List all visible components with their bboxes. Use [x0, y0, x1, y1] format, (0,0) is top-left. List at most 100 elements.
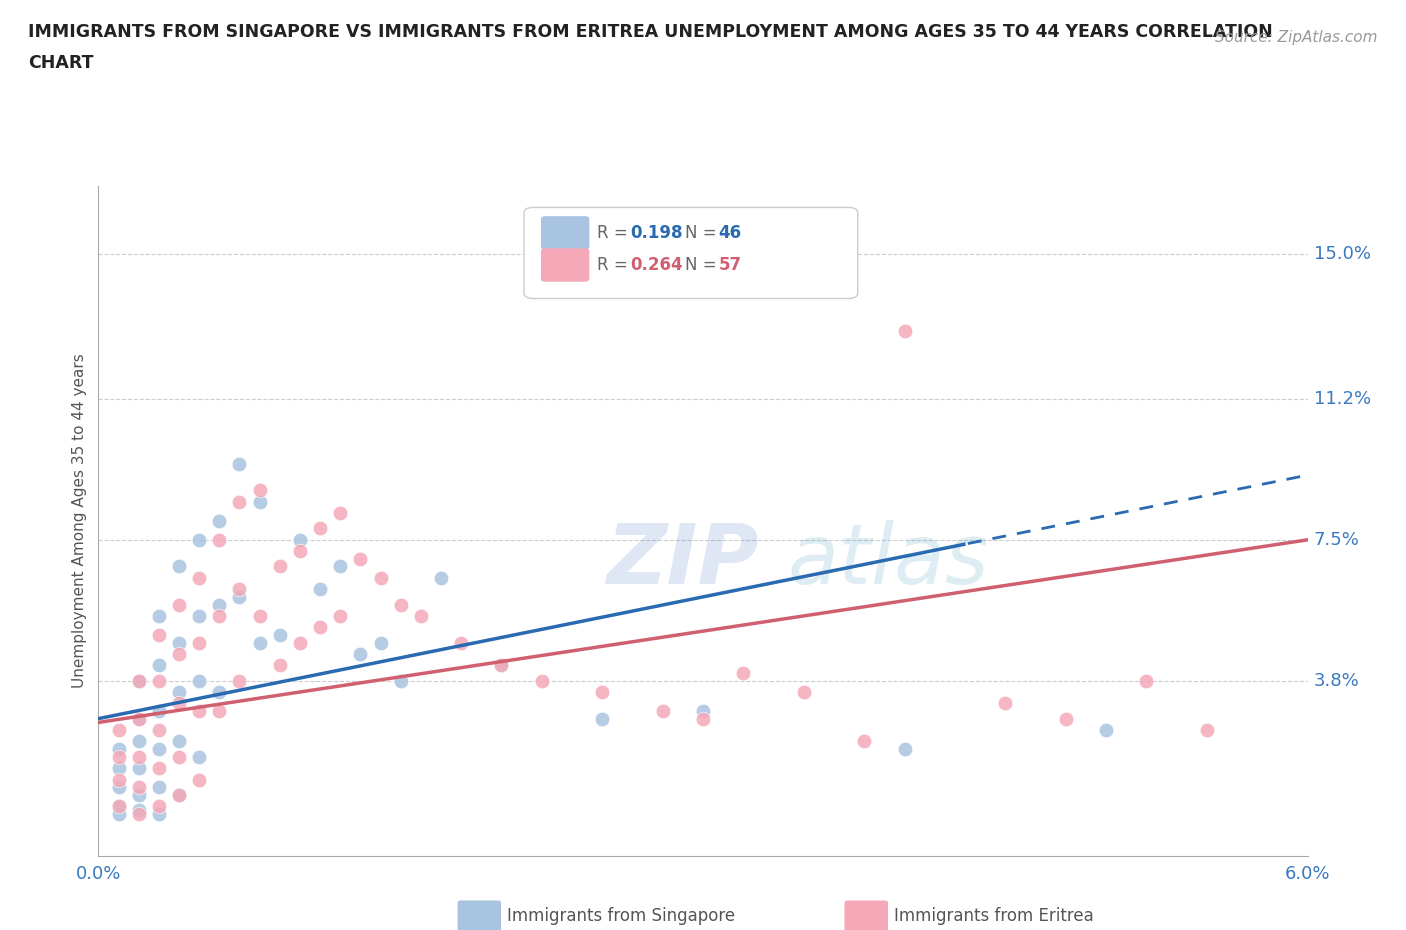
Point: [370, 570, 392, 585]
Point: [188, 570, 211, 585]
Point: [893, 741, 915, 756]
Point: [288, 544, 311, 559]
Point: [692, 711, 714, 726]
FancyBboxPatch shape: [524, 207, 858, 299]
Text: ZIP: ZIP: [606, 521, 759, 602]
Point: [491, 658, 513, 672]
Point: [329, 559, 352, 574]
Point: [148, 608, 170, 623]
Point: [249, 495, 271, 510]
Point: [430, 570, 453, 585]
Text: 7.5%: 7.5%: [1313, 531, 1360, 549]
Point: [128, 779, 150, 794]
Text: 57: 57: [718, 256, 742, 274]
Point: [188, 750, 211, 764]
Text: Source: ZipAtlas.com: Source: ZipAtlas.com: [1215, 30, 1378, 45]
FancyBboxPatch shape: [541, 216, 589, 249]
Point: [269, 658, 291, 672]
Point: [148, 704, 170, 719]
Point: [288, 635, 311, 650]
Point: [249, 608, 271, 623]
Point: [228, 495, 250, 510]
Point: [167, 684, 190, 699]
Point: [228, 457, 250, 472]
Point: [167, 696, 190, 711]
Point: [148, 741, 170, 756]
Point: [329, 506, 352, 521]
Point: [128, 806, 150, 821]
Y-axis label: Unemployment Among Ages 35 to 44 years: Unemployment Among Ages 35 to 44 years: [72, 353, 87, 688]
Text: N =: N =: [685, 224, 721, 242]
Point: [309, 582, 332, 597]
Point: [228, 582, 250, 597]
Point: [893, 323, 915, 338]
Point: [793, 684, 815, 699]
Point: [107, 741, 129, 756]
Point: [188, 673, 211, 688]
Point: [389, 673, 412, 688]
Point: [188, 608, 211, 623]
Point: [208, 608, 231, 623]
Point: [208, 704, 231, 719]
Point: [128, 711, 150, 726]
Point: [249, 635, 271, 650]
Text: Immigrants from Eritrea: Immigrants from Eritrea: [894, 907, 1094, 924]
Point: [733, 666, 755, 681]
Point: [107, 750, 129, 764]
Point: [389, 597, 412, 612]
FancyBboxPatch shape: [541, 248, 589, 282]
Text: 0.264: 0.264: [630, 256, 683, 274]
Text: Immigrants from Singapore: Immigrants from Singapore: [508, 907, 735, 924]
Point: [167, 559, 190, 574]
Point: [1054, 711, 1077, 726]
Point: [107, 779, 129, 794]
Point: [530, 673, 553, 688]
Point: [148, 673, 170, 688]
Point: [591, 684, 613, 699]
Point: [309, 521, 332, 536]
Point: [228, 590, 250, 604]
Point: [148, 806, 170, 821]
Point: [409, 608, 432, 623]
Point: [208, 513, 231, 528]
Point: [167, 788, 190, 803]
Point: [208, 684, 231, 699]
Text: IMMIGRANTS FROM SINGAPORE VS IMMIGRANTS FROM ERITREA UNEMPLOYMENT AMONG AGES 35 : IMMIGRANTS FROM SINGAPORE VS IMMIGRANTS …: [28, 23, 1272, 41]
Point: [188, 532, 211, 547]
Point: [107, 761, 129, 776]
Point: [128, 761, 150, 776]
Point: [167, 734, 190, 749]
Text: R =: R =: [596, 224, 633, 242]
Point: [148, 628, 170, 643]
Point: [148, 799, 170, 814]
Text: 15.0%: 15.0%: [1313, 246, 1371, 263]
Point: [450, 635, 472, 650]
Point: [994, 696, 1017, 711]
Point: [208, 597, 231, 612]
Point: [370, 635, 392, 650]
Point: [107, 723, 129, 737]
Point: [249, 483, 271, 498]
Point: [188, 704, 211, 719]
Point: [148, 723, 170, 737]
Text: CHART: CHART: [28, 54, 94, 72]
Point: [107, 799, 129, 814]
Point: [269, 559, 291, 574]
Point: [167, 635, 190, 650]
Point: [128, 788, 150, 803]
Text: 3.8%: 3.8%: [1313, 671, 1360, 689]
Point: [651, 704, 673, 719]
Point: [491, 658, 513, 672]
Point: [128, 734, 150, 749]
Point: [269, 628, 291, 643]
Point: [167, 646, 190, 661]
Point: [188, 635, 211, 650]
Text: R =: R =: [596, 256, 633, 274]
Point: [148, 658, 170, 672]
Point: [853, 734, 876, 749]
Point: [1195, 723, 1218, 737]
Point: [107, 772, 129, 787]
Text: 0.198: 0.198: [630, 224, 683, 242]
Point: [228, 673, 250, 688]
FancyBboxPatch shape: [457, 900, 501, 930]
